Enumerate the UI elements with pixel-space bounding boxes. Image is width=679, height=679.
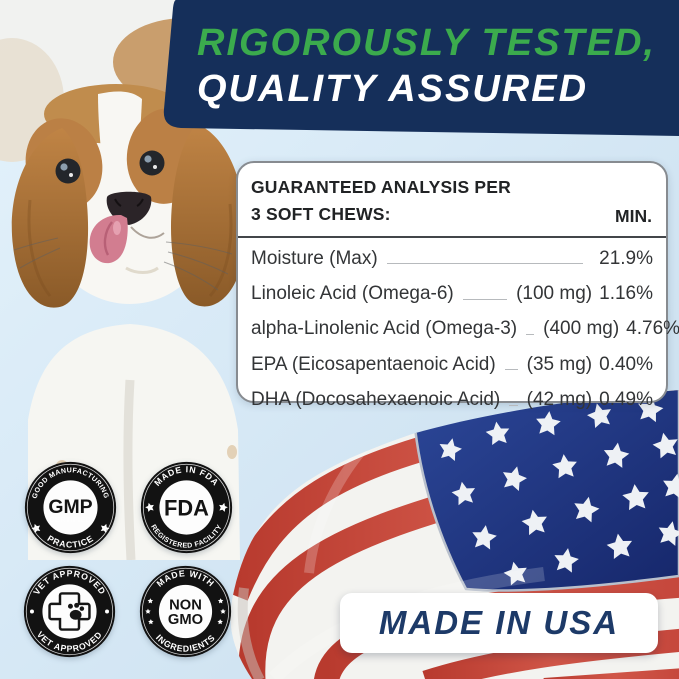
nutrient-label: Linoleic Acid (Omega-6) (251, 283, 454, 305)
table-row: Linoleic Acid (Omega-6) (100 mg) 1.16% (251, 276, 653, 311)
puppy-whiskers (13, 237, 233, 291)
nutrient-amount: (100 mg) (516, 283, 593, 305)
leader-line (386, 263, 584, 265)
analysis-title-line1: GUARANTEED ANALYSIS PER (251, 177, 512, 197)
table-row: DHA (Docosahexaenoic Acid) (42 mg) 0.49% (251, 383, 653, 418)
header-line1: RIGOROUSLY TESTED, (197, 22, 656, 64)
header-text: RIGOROUSLY TESTED, QUALITY ASSURED (197, 20, 679, 112)
nutrient-min-value: 0.40% (599, 353, 653, 375)
made-in-usa-box: MADE IN USA (340, 593, 658, 653)
puppy-eyes (55, 150, 165, 184)
gmp-certified-badge: GOOD MANUFACTURING PRACTICE GMP CERTIFIE… (24, 461, 117, 554)
medical-cross-paw-icon (48, 592, 91, 631)
leader-line (526, 333, 535, 335)
analysis-rows: Moisture (Max) 21.9% Linoleic Acid (Omeg… (238, 238, 679, 424)
leader-line (462, 298, 508, 300)
analysis-header: GUARANTEED ANALYSIS PER 3 SOFT CHEWS: MI… (238, 163, 666, 238)
badge-center-text: FDA (164, 496, 209, 521)
table-row: Moisture (Max) 21.9% (251, 241, 653, 276)
table-row: alpha-Linolenic Acid (Omega-3) (400 mg) … (251, 312, 679, 347)
leader-line (509, 404, 518, 406)
min-column-header: MIN. (615, 206, 652, 226)
nutrient-amount: (35 mg) (526, 353, 593, 375)
nutrient-min-value: 0.49% (599, 389, 653, 411)
header-banner (163, 0, 679, 136)
analysis-title-line2: 3 SOFT CHEWS: (251, 204, 391, 224)
nutrient-label: Moisture (Max) (251, 247, 378, 269)
nutrient-min-value: 1.16% (599, 283, 653, 305)
made-in-usa-label: MADE IN USA (378, 604, 620, 641)
nutrient-amount: (42 mg) (526, 389, 593, 411)
analysis-title: GUARANTEED ANALYSIS PER 3 SOFT CHEWS: (251, 174, 511, 228)
puppy-ear-right (170, 124, 246, 307)
badge-center-line2: GMO (168, 612, 203, 628)
badge-sub-text: CERTIFIED (49, 517, 91, 524)
table-row: EPA (Eicosapentaenoic Acid) (35 mg) 0.40… (251, 347, 653, 382)
nutrient-label: DHA (Docosahexaenoic Acid) (251, 389, 501, 411)
badge-center-text: GMP (48, 496, 92, 518)
nutrient-amount: (400 mg) (543, 318, 620, 340)
fda-registered-badge: MADE IN FDA REGISTERED FACILITY FDA (140, 461, 233, 554)
nutrient-label: alpha-Linolenic Acid (Omega-3) (251, 318, 518, 340)
header-line2: QUALITY ASSURED (197, 68, 589, 110)
nutrient-label: EPA (Eicosapentaenoic Acid) (251, 353, 496, 375)
nutrient-min-value: 4.76% (626, 318, 679, 340)
non-gmo-badge: MADE WITH INGREDIENTS NON GMO (139, 565, 232, 658)
badge-center-line1: NON (169, 598, 202, 614)
vet-approved-badge: VET APPROVED VET APPROVED (23, 565, 116, 658)
leader-line (504, 369, 518, 371)
nutrient-min-value: 21.9% (599, 247, 653, 269)
guaranteed-analysis-panel: GUARANTEED ANALYSIS PER 3 SOFT CHEWS: MI… (236, 161, 679, 410)
